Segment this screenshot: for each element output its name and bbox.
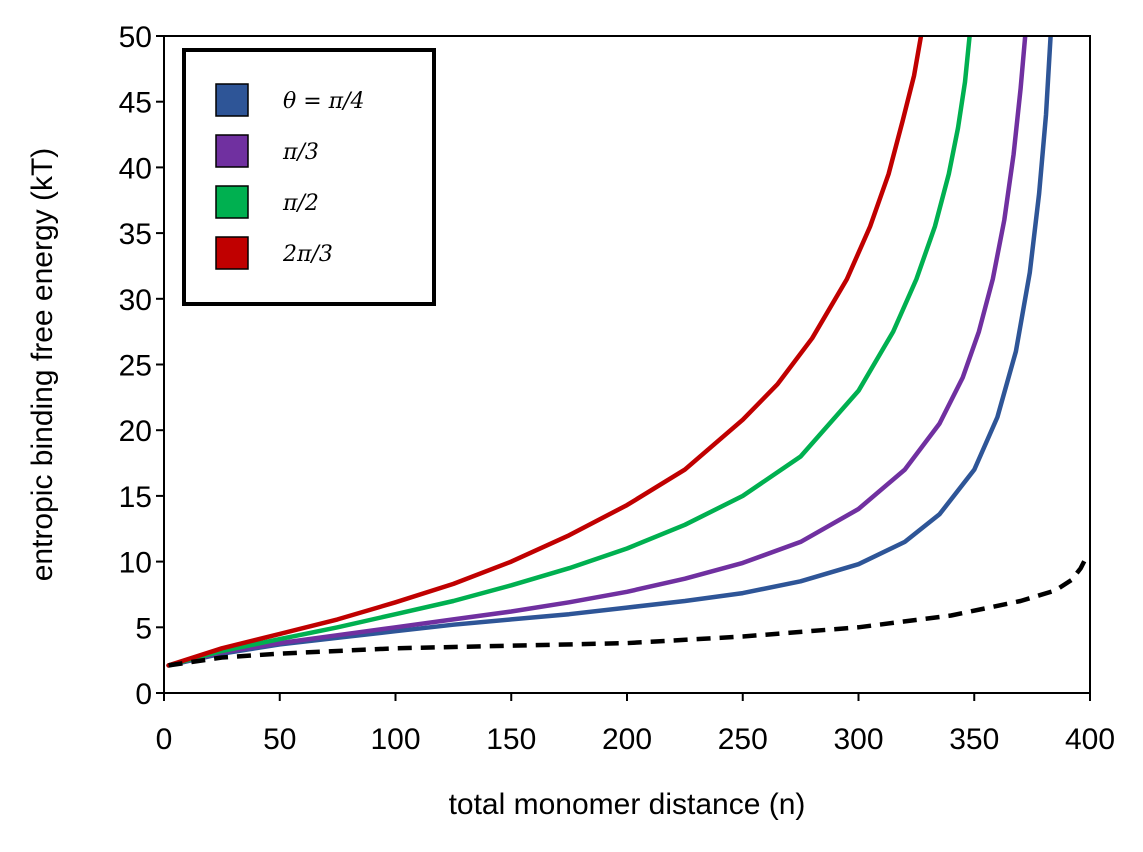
y-tick-label: 30 [119, 284, 152, 317]
legend-label: π/2 [282, 191, 319, 216]
y-tick-label: 35 [119, 218, 152, 251]
x-tick-label: 150 [486, 723, 536, 756]
plot-area-border [163, 35, 1091, 694]
x-tick-label: 0 [156, 723, 173, 756]
y-tick-label: 5 [135, 612, 152, 645]
y-tick-label: 50 [119, 21, 152, 54]
x-tick-label: 100 [370, 723, 420, 756]
x-tick-label: 50 [263, 723, 296, 756]
y-tick-label: 45 [119, 87, 152, 120]
x-tick-label: 200 [602, 723, 652, 756]
y-tick-label: 40 [119, 152, 152, 185]
x-axis-title: total monomer distance (n) [449, 788, 806, 821]
legend-label: θ = π/4 [283, 89, 365, 114]
y-tick-label: 15 [119, 481, 152, 514]
x-tick-label: 300 [833, 723, 883, 756]
legend: θ = π/4 π/3 π/2 2π/3 [182, 48, 436, 306]
legend-swatch [215, 236, 249, 270]
series-line-reference-dashed [168, 557, 1088, 668]
legend-label: 2π/3 [282, 242, 333, 267]
x-tick-label: 400 [1065, 723, 1115, 756]
y-tick-label: 25 [119, 350, 152, 383]
series-line-1 [166, 36, 1028, 668]
y-tick-label: 10 [119, 547, 152, 580]
plot-series [166, 36, 1088, 668]
y-tick-label: 20 [119, 415, 152, 448]
legend-swatch [215, 134, 249, 168]
legend-swatch [215, 185, 249, 219]
series-line-2 [166, 36, 972, 668]
x-tick-label: 350 [949, 723, 999, 756]
x-tick-label: 250 [718, 723, 768, 756]
y-tick-label: 0 [135, 678, 152, 711]
series-line-0 [166, 36, 1053, 668]
axis-ticks: 0 50 100 150 200 250 300 350 400 0 5 10 15 20 25 30 35 40… [119, 21, 1115, 756]
legend-swatch [215, 83, 249, 117]
series-line-3 [166, 36, 924, 668]
y-axis-title: entropic binding free energy (kT) [26, 148, 59, 582]
legend-label: π/3 [282, 140, 319, 165]
